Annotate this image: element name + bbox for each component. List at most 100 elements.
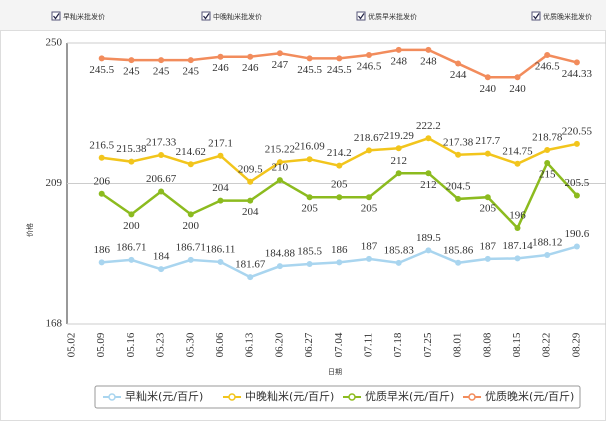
point xyxy=(484,255,491,262)
point xyxy=(455,151,462,158)
point xyxy=(98,190,105,197)
value-label: 246 xyxy=(212,62,229,74)
point xyxy=(217,152,224,159)
point xyxy=(395,259,402,266)
value-label: 240 xyxy=(509,83,526,95)
point xyxy=(366,255,372,262)
point xyxy=(544,252,551,259)
value-label: 204.5 xyxy=(446,180,471,192)
legend-label[interactable]: 优质晚米(元/百斤) xyxy=(485,390,574,403)
value-label: 186 xyxy=(93,244,110,256)
value-label: 215.22 xyxy=(265,144,295,156)
value-label: 206 xyxy=(93,175,110,187)
legend-marker xyxy=(108,393,116,401)
point xyxy=(306,156,313,163)
value-label: 186 xyxy=(331,244,348,256)
value-label: 205 xyxy=(301,203,318,215)
point xyxy=(247,178,254,185)
x-axis-label: 日期 xyxy=(328,368,342,376)
value-label: 245.5 xyxy=(89,64,114,76)
value-label: 190.6 xyxy=(565,228,590,240)
filter-label: 中晚籼米批发价 xyxy=(213,12,262,21)
value-label: 200 xyxy=(183,220,200,232)
point xyxy=(128,256,135,263)
point xyxy=(425,135,432,142)
filter-label: 优质晚米批发价 xyxy=(543,12,592,21)
x-tick-label: 07.25 xyxy=(422,332,434,357)
value-label: 186.11 xyxy=(206,243,236,255)
point xyxy=(128,211,135,218)
point xyxy=(573,192,580,199)
y-axis-label: 价格 xyxy=(25,223,34,237)
value-label: 248 xyxy=(390,55,407,67)
x-tick-label: 07.11 xyxy=(363,333,375,357)
value-label: 245 xyxy=(123,66,140,78)
point xyxy=(187,256,194,263)
point xyxy=(276,50,283,57)
x-tick-label: 05.09 xyxy=(95,332,107,357)
point xyxy=(484,150,491,157)
legend-box xyxy=(94,385,581,409)
point xyxy=(514,74,521,81)
point xyxy=(306,261,313,268)
point xyxy=(98,55,105,62)
value-label: 217.33 xyxy=(146,136,177,148)
value-label: 244 xyxy=(450,69,467,81)
point xyxy=(484,74,491,81)
x-tick-label: 08.15 xyxy=(511,332,523,357)
value-label: 185.83 xyxy=(384,244,415,256)
value-label: 204 xyxy=(242,206,259,218)
value-label: 187.14 xyxy=(502,240,533,252)
value-label: 212 xyxy=(390,155,407,167)
value-label: 186.71 xyxy=(116,241,146,253)
value-label: 246 xyxy=(242,62,259,74)
point xyxy=(484,194,491,201)
checkbox[interactable] xyxy=(531,11,541,21)
x-tick-label: 06.20 xyxy=(273,332,285,357)
value-label: 246.5 xyxy=(535,61,560,73)
point xyxy=(98,154,105,161)
value-label: 217.7 xyxy=(475,135,500,147)
value-label: 245 xyxy=(183,66,200,78)
checkbox[interactable] xyxy=(51,11,61,21)
value-label: 214.2 xyxy=(327,147,352,159)
point xyxy=(247,53,254,60)
check xyxy=(203,13,210,20)
point xyxy=(217,53,224,60)
legend-label[interactable]: 中晚籼米(元/百斤) xyxy=(245,390,334,403)
checkbox[interactable] xyxy=(201,11,211,21)
check xyxy=(533,13,540,20)
point xyxy=(158,57,165,64)
y-tick-label: 168 xyxy=(46,318,63,330)
value-label: 186.71 xyxy=(176,241,206,253)
check xyxy=(358,13,365,20)
value-label: 247 xyxy=(272,59,289,71)
x-tick-label: 05.16 xyxy=(125,332,137,357)
value-label: 214.75 xyxy=(502,145,533,157)
value-label: 244.33 xyxy=(562,68,593,80)
point xyxy=(247,197,254,204)
value-label: 185.5 xyxy=(297,246,322,258)
point xyxy=(158,188,165,195)
value-label: 206.67 xyxy=(146,173,177,185)
value-label: 216.5 xyxy=(89,139,114,151)
legend-label[interactable]: 早籼米(元/百斤) xyxy=(125,390,203,403)
checkbox[interactable] xyxy=(356,11,366,21)
point xyxy=(366,147,372,154)
point xyxy=(425,46,432,53)
point xyxy=(128,158,135,165)
value-label: 222.2 xyxy=(416,120,441,132)
value-label: 215 xyxy=(539,168,556,180)
point xyxy=(425,170,432,177)
check xyxy=(53,13,60,20)
point xyxy=(366,51,372,58)
legend-label[interactable]: 优质早米(元/百斤) xyxy=(365,390,454,403)
x-tick-label: 08.22 xyxy=(541,333,553,358)
value-label: 246.5 xyxy=(357,61,382,73)
value-label: 216.09 xyxy=(294,141,325,153)
value-label: 196 xyxy=(509,210,526,222)
legend-marker xyxy=(468,393,476,401)
value-label: 220.55 xyxy=(562,125,593,137)
value-label: 245.5 xyxy=(327,64,352,76)
value-label: 184.88 xyxy=(265,248,296,260)
